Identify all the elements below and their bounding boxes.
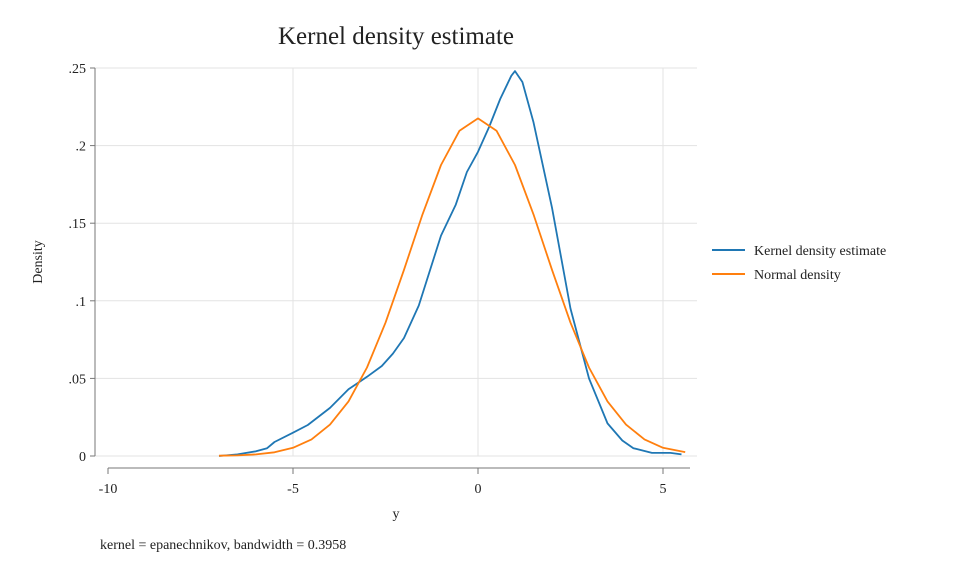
legend-label-kde: Kernel density estimate	[754, 244, 886, 259]
x-tick-label: -5	[287, 482, 299, 497]
series-line-normal	[218, 117, 686, 457]
chart-title: Kernel density estimate	[278, 23, 514, 50]
y-tick-label: 0	[79, 450, 86, 465]
y-tick-label: .15	[69, 217, 87, 232]
y-tick-label: .05	[69, 372, 87, 387]
x-tick-label: -10	[99, 482, 118, 497]
x-tick-label: 0	[475, 482, 482, 497]
series-line-kde	[218, 70, 682, 457]
x-tick-label: 5	[660, 482, 667, 497]
y-tick-label: .2	[76, 140, 87, 155]
chart-note: kernel = epanechnikov, bandwidth = 0.395…	[100, 538, 346, 553]
ticks: 0 .05 .1 .15 .2 .25 -10 -5 0 5	[69, 62, 667, 497]
series-lines	[218, 70, 686, 457]
grid	[95, 67, 697, 457]
y-tick-label: .1	[76, 295, 87, 310]
x-axis-label: y	[393, 507, 400, 522]
legend: Kernel density estimate Normal density	[712, 244, 886, 283]
y-tick-label: .25	[69, 62, 87, 77]
y-axis-label: Density	[31, 240, 46, 284]
legend-label-normal: Normal density	[754, 268, 841, 283]
